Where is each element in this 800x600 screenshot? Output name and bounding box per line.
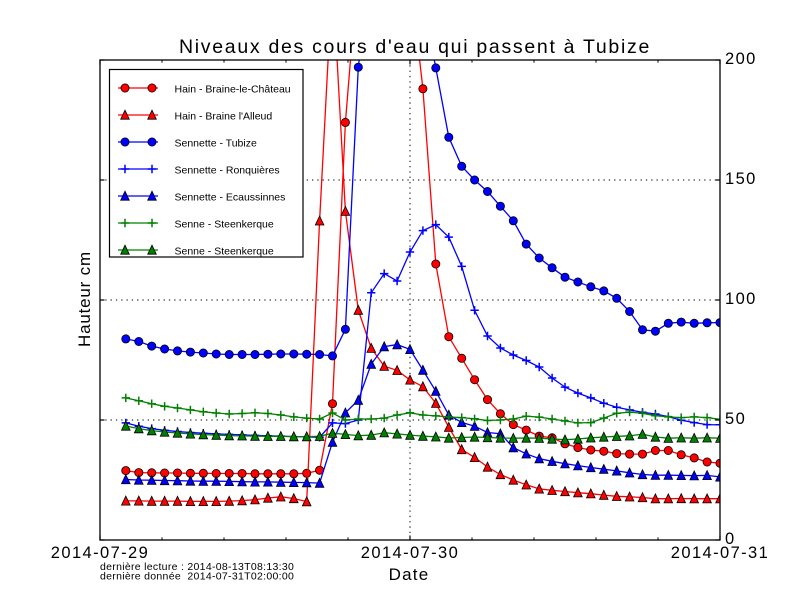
svg-text:Sennette - Tubize: Sennette - Tubize xyxy=(175,137,257,149)
svg-text:Sennette - Ecaussinnes: Sennette - Ecaussinnes xyxy=(175,191,286,203)
svg-text:Hauteur cm: Hauteur cm xyxy=(75,251,94,347)
svg-text:dernière donnée 2014-07-31T02: dernière donnée 2014-07-31T02:00:00 xyxy=(100,570,294,582)
svg-text:200: 200 xyxy=(725,50,757,68)
svg-text:Sennette - Ronquières: Sennette - Ronquières xyxy=(175,164,280,176)
svg-text:0: 0 xyxy=(725,530,736,548)
svg-text:2014-07-31: 2014-07-31 xyxy=(671,544,769,562)
svg-text:dernière lecture : 2014-08-13T: dernière lecture : 2014-08-13T08:13:30 xyxy=(100,561,294,573)
svg-text:Hain - Braine l'Alleud: Hain - Braine l'Alleud xyxy=(175,110,273,122)
svg-text:Niveaux des cours d'eau qui pa: Niveaux des cours d'eau qui passent à Tu… xyxy=(179,36,651,58)
svg-text:Senne - Steenkerque: Senne - Steenkerque xyxy=(175,218,274,230)
svg-text:Date: Date xyxy=(389,565,430,584)
svg-text:100: 100 xyxy=(725,290,757,308)
svg-text:150: 150 xyxy=(725,170,757,188)
svg-text:2014-07-29: 2014-07-29 xyxy=(51,544,149,562)
svg-text:Hain - Braine-le-Château: Hain - Braine-le-Château xyxy=(175,83,291,95)
svg-text:50: 50 xyxy=(725,410,746,428)
svg-text:2014-07-30: 2014-07-30 xyxy=(361,544,459,562)
svg-text:Senne - Steenkerque: Senne - Steenkerque xyxy=(175,245,274,257)
